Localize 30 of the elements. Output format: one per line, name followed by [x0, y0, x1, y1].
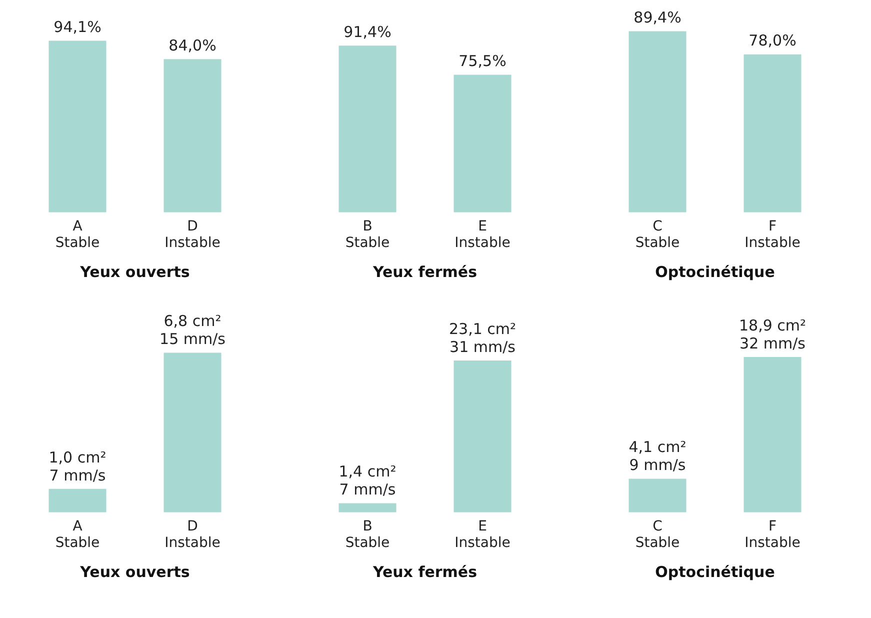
x-axis-title: Optocinétique [655, 262, 775, 281]
x-axis-title: Yeux fermés [372, 562, 478, 581]
x-axis-title: Yeux ouverts [79, 562, 190, 581]
data-label: 78,0% [748, 32, 796, 50]
x-tick-label: A Stable [55, 518, 100, 552]
x-tick-label: F Instable [744, 518, 800, 552]
x-tick-label: C Stable [635, 518, 680, 552]
data-label: 89,4% [634, 8, 682, 27]
x-tick-label: B Stable [345, 218, 390, 252]
x-tick-label: F Instable [744, 218, 800, 252]
x-axis-title: Yeux fermés [372, 262, 478, 281]
data-label: 91,4% [344, 23, 392, 42]
data-label: 1,0 cm² 7 mm/s [48, 448, 106, 484]
data-label: 23,1 cm² 31 mm/s [448, 320, 516, 356]
x-axis-title: Optocinétique [655, 562, 775, 581]
x-tick-label: D Instable [164, 518, 220, 552]
data-label: 1,4 cm² 7 mm/s [338, 462, 396, 499]
data-label: 84,0% [168, 36, 216, 55]
x-tick-label: B Stable [345, 518, 390, 552]
data-label: 4,1 cm² 9 mm/s [628, 438, 686, 474]
data-label: 18,9 cm² 32 mm/s [738, 316, 806, 352]
data-label: 75,5% [458, 52, 506, 70]
x-tick-label: D Instable [164, 218, 220, 252]
x-tick-label: C Stable [635, 218, 680, 252]
x-tick-label: E Instable [454, 518, 510, 552]
data-label: 6,8 cm² 15 mm/s [160, 312, 226, 348]
x-tick-label: A Stable [55, 218, 100, 252]
data-label: 94,1% [54, 18, 102, 36]
x-axis-title: Yeux ouverts [79, 262, 190, 281]
x-tick-label: E Instable [454, 218, 510, 252]
